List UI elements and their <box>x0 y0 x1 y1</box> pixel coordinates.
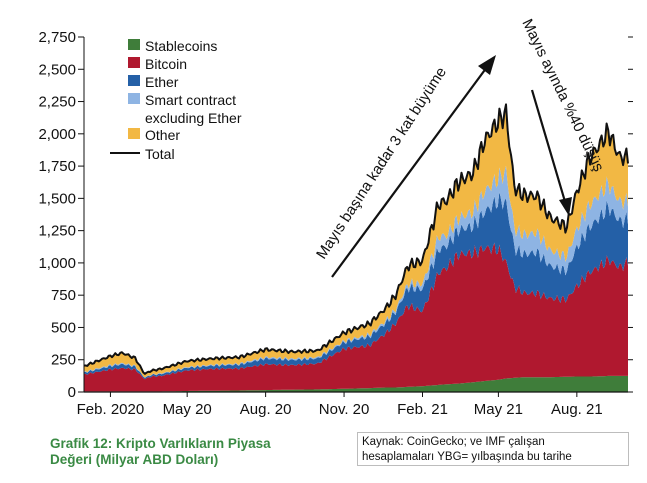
axes: 0 250 500 750 1,000 1,250 1,500 1,750 2,000 2,250… <box>38 29 633 418</box>
y-tick-label: 2,250 <box>38 94 76 111</box>
y-tick-label: 1,500 <box>38 190 76 207</box>
area-ether <box>84 191 628 380</box>
legend-swatch-bitcoin <box>128 57 140 68</box>
x-tick-label: May 20 <box>163 401 212 418</box>
legend: Stablecoins Bitcoin Ether Smart contract exc… <box>110 38 242 162</box>
legend-swatch-stablecoins <box>128 39 140 50</box>
y-tick-label: 750 <box>51 287 76 304</box>
total-line <box>84 103 629 375</box>
source-note: Kaynak: CoinGecko; ve IMF çalışan hesapl… <box>357 432 629 466</box>
y-tick-label: 0 <box>68 384 76 401</box>
y-tick-label: 2,500 <box>38 61 76 78</box>
y-tick-label: 500 <box>51 319 76 336</box>
x-tick-label: Aug. 20 <box>240 401 292 418</box>
chart-caption: Grafik 12: Kripto Varlıkların Piyasa Değ… <box>50 436 350 468</box>
caption-line-2: Değeri (Milyar ABD Doları) <box>50 452 219 467</box>
y-tick-label: 1,750 <box>38 158 76 175</box>
x-tick-label: Aug. 21 <box>551 401 603 418</box>
x-tick-label: Nov. 20 <box>319 401 370 418</box>
legend-label-total: Total <box>145 146 175 162</box>
y-tick-label: 250 <box>51 352 76 369</box>
drop-arrow-head <box>559 197 572 216</box>
y-tick-label: 2,000 <box>38 126 76 143</box>
legend-label-smart-contract-excluding-ether: Smart contract <box>145 92 236 108</box>
growth-arrow-line <box>331 66 488 278</box>
x-tick-label: May 21 <box>474 401 523 418</box>
legend-label-bitcoin: Bitcoin <box>145 56 187 72</box>
source-line-2: hesaplamaları YBG= yılbaşında bu tarihe <box>362 451 572 463</box>
total-line-layer <box>84 103 629 375</box>
caption-line-1: Grafik 12: Kripto Varlıkların Piyasa <box>50 436 271 451</box>
legend-label-stablecoins: Stablecoins <box>145 38 217 54</box>
area-stablecoins <box>84 375 628 392</box>
legend-label-other: Other <box>145 127 180 143</box>
stacked-area-series <box>84 104 628 392</box>
y-tick-label: 2,750 <box>38 29 76 46</box>
legend-label-ether: Ether <box>145 74 179 90</box>
growth-arrow-head <box>478 55 496 75</box>
legend-label-smart-contract-excluding-ether: excluding Ether <box>145 110 242 126</box>
market-cap-chart: 0 250 500 750 1,000 1,250 1,500 1,750 2,000 2,250… <box>38 16 633 418</box>
x-tick-label: Feb. 2020 <box>77 401 145 418</box>
area-other <box>84 104 628 378</box>
drop-arrow-line <box>530 89 568 206</box>
area-bitcoin <box>84 242 628 392</box>
y-tick-label: 1,000 <box>38 255 76 272</box>
y-tick-label: 1,250 <box>38 223 76 240</box>
drop-annotation: Mayıs ayında %40 düşüş <box>518 16 607 174</box>
x-tick-label: Feb. 21 <box>397 401 448 418</box>
source-line-1: Kaynak: CoinGecko; ve IMF çalışan <box>362 436 545 448</box>
legend-swatch-smart-contract-excluding-ether <box>128 93 140 104</box>
legend-swatch-ether <box>128 75 140 86</box>
legend-swatch-other <box>128 128 140 139</box>
